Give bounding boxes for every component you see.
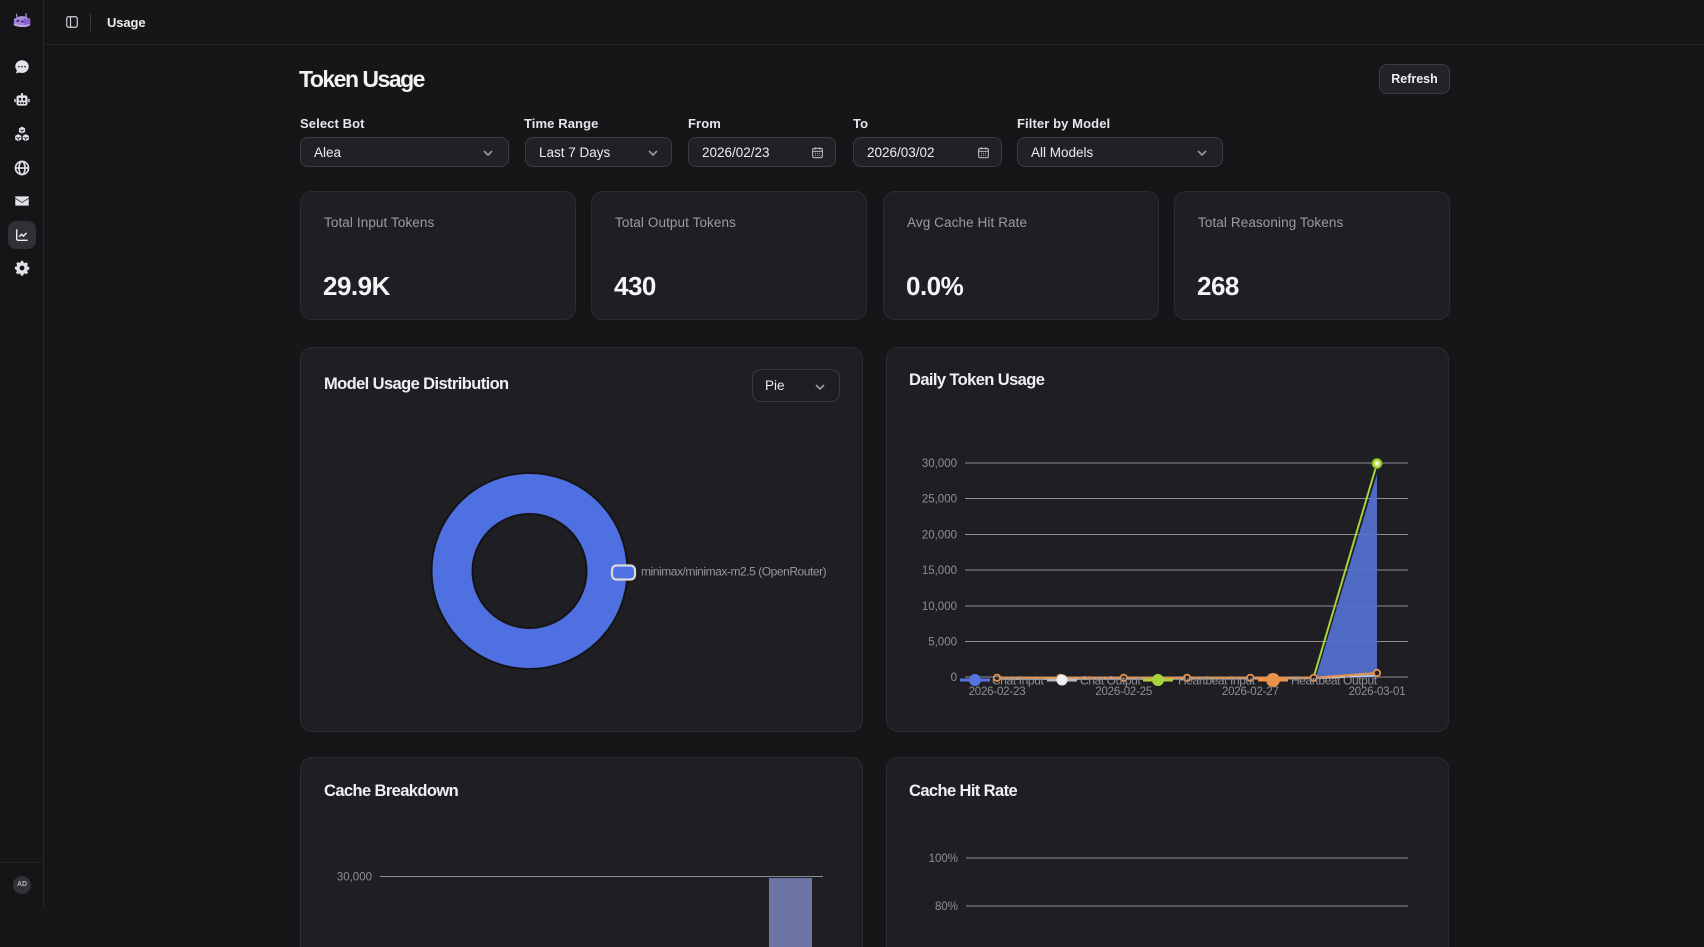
svg-text:25,000: 25,000 [922, 494, 957, 506]
svg-text:Chat Output: Chat Output [1080, 674, 1141, 688]
svg-text:2026-02-25: 2026-02-25 [1095, 686, 1152, 698]
svg-text:Heartbeat Output: Heartbeat Output [1291, 674, 1378, 688]
svg-text:10,000: 10,000 [922, 601, 957, 613]
svg-text:0: 0 [951, 672, 957, 684]
svg-text:100%: 100% [929, 853, 958, 865]
svg-text:30,000: 30,000 [337, 872, 372, 884]
svg-text:15,000: 15,000 [922, 565, 957, 577]
svg-text:2026-02-23: 2026-02-23 [969, 686, 1026, 698]
svg-text:5,000: 5,000 [928, 637, 957, 649]
svg-text:2026-03-01: 2026-03-01 [1349, 686, 1406, 698]
svg-text:30,000: 30,000 [922, 458, 957, 470]
svg-text:Heartbeat Input: Heartbeat Input [1178, 674, 1256, 688]
svg-text:20,000: 20,000 [922, 529, 957, 541]
svg-text:80%: 80% [935, 901, 958, 913]
svg-text:minimax/minimax-m2.5 (OpenRout: minimax/minimax-m2.5 (OpenRouter) [641, 565, 827, 579]
svg-text:2026-02-27: 2026-02-27 [1222, 686, 1279, 698]
svg-text:Chat Input: Chat Input [992, 674, 1044, 688]
